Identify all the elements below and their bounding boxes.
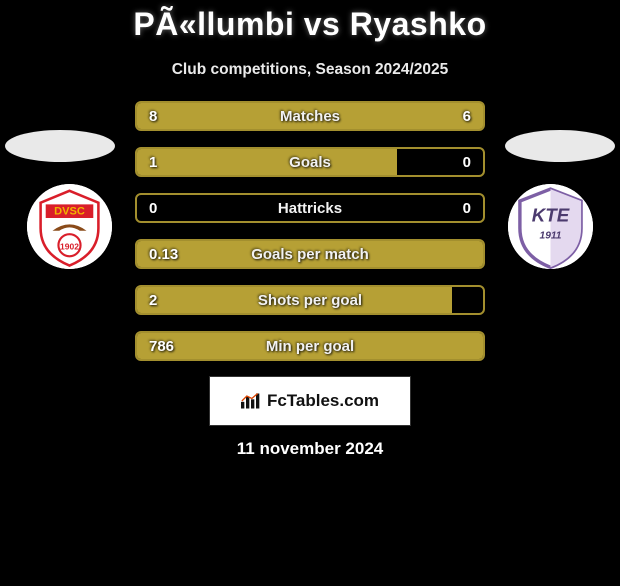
stat-label: Goals per match	[137, 241, 483, 267]
stat-row: 8Matches6	[135, 101, 485, 131]
left-crest-abbr: DVSC	[54, 206, 85, 218]
left-crest-year: 1902	[60, 241, 79, 251]
page-title: PÃ«llumbi vs Ryashko	[0, 6, 620, 43]
bar-chart-icon	[241, 393, 261, 409]
stat-bars-container: 8Matches61Goals00Hattricks00.13Goals per…	[135, 101, 485, 361]
left-team-crest: DVSC 1902	[27, 184, 112, 269]
stat-row: 786Min per goal	[135, 331, 485, 361]
right-crest-abbr: KTE	[532, 204, 570, 225]
left-ellipse-decoration	[5, 130, 115, 162]
stat-right-value: 0	[463, 195, 471, 221]
stat-label: Hattricks	[137, 195, 483, 221]
stat-label: Min per goal	[137, 333, 483, 359]
fctables-label: FcTables.com	[267, 391, 379, 411]
subtitle: Club competitions, Season 2024/2025	[0, 61, 620, 79]
stat-label: Shots per goal	[137, 287, 483, 313]
fctables-badge: FcTables.com	[210, 377, 410, 425]
stat-row: 2Shots per goal	[135, 285, 485, 315]
stat-right-value: 6	[463, 103, 471, 129]
stat-row: 0Hattricks0	[135, 193, 485, 223]
right-ellipse-decoration	[505, 130, 615, 162]
stat-label: Goals	[137, 149, 483, 175]
right-crest-year: 1911	[540, 230, 562, 241]
right-team-crest: KTE 1911	[508, 184, 593, 269]
stat-label: Matches	[137, 103, 483, 129]
date-label: 11 november 2024	[0, 439, 620, 459]
stat-row: 0.13Goals per match	[135, 239, 485, 269]
stat-right-value: 0	[463, 149, 471, 175]
stat-row: 1Goals0	[135, 147, 485, 177]
